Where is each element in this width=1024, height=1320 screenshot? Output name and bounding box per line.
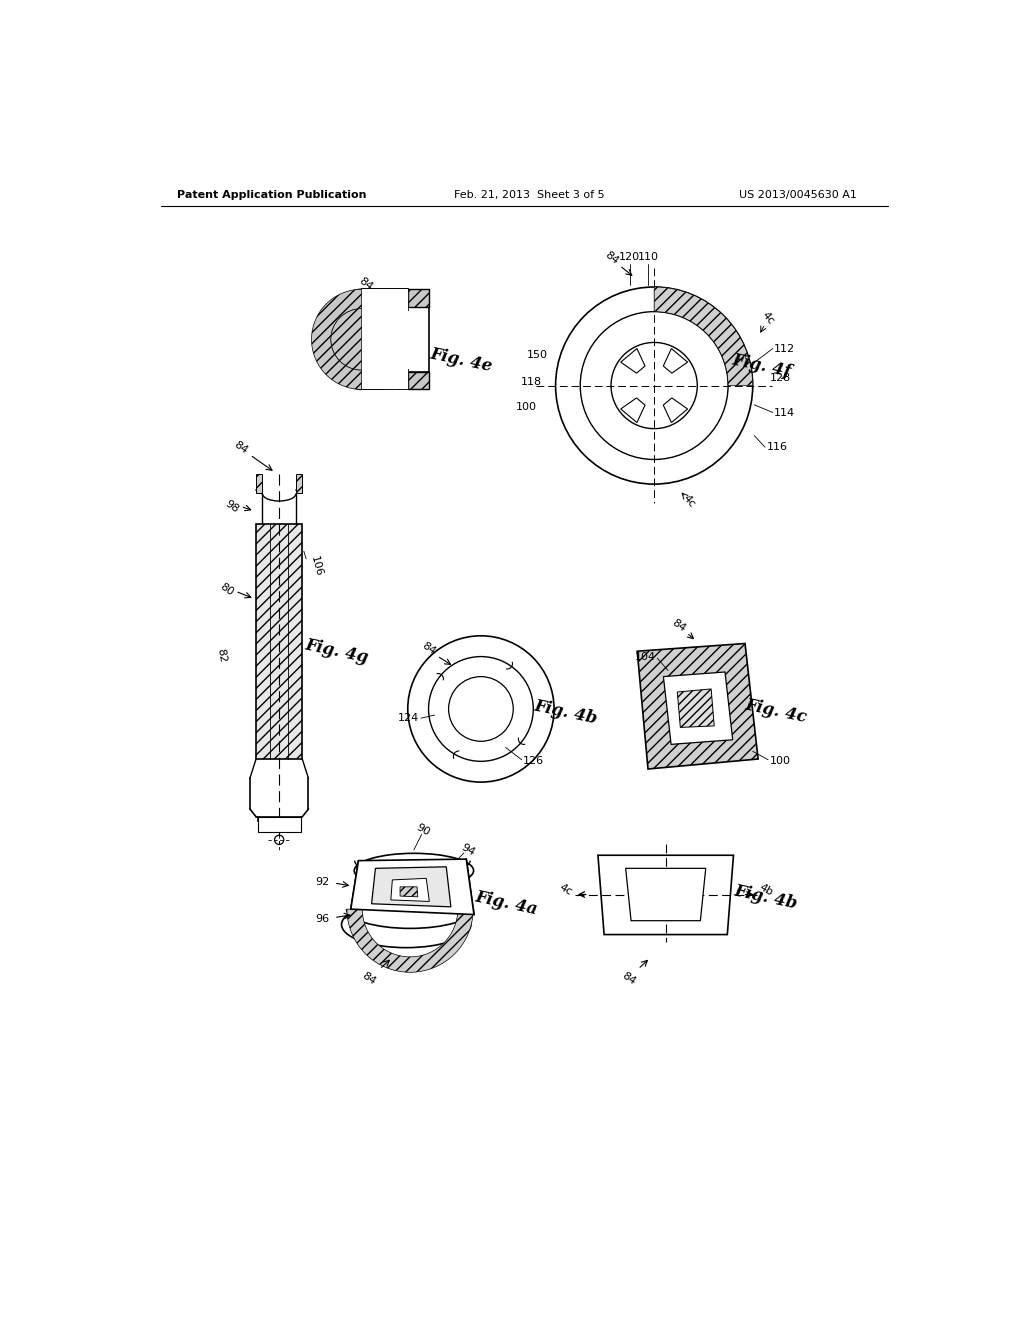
Text: Fig. 4f: Fig. 4f xyxy=(731,351,793,381)
Text: 120: 120 xyxy=(618,252,640,263)
Polygon shape xyxy=(372,867,451,907)
Polygon shape xyxy=(391,878,429,902)
Polygon shape xyxy=(621,348,645,374)
Bar xyxy=(256,524,302,759)
Text: 84: 84 xyxy=(232,440,250,455)
Polygon shape xyxy=(677,689,714,727)
Text: 150: 150 xyxy=(527,350,548,360)
Text: 116: 116 xyxy=(767,442,787,453)
Wedge shape xyxy=(347,909,473,973)
Text: 84: 84 xyxy=(356,276,374,292)
Text: 128: 128 xyxy=(770,372,791,383)
Text: 126: 126 xyxy=(523,756,545,767)
Text: 4c: 4c xyxy=(681,492,697,510)
Text: Feb. 21, 2013  Sheet 3 of 5: Feb. 21, 2013 Sheet 3 of 5 xyxy=(454,190,604,201)
Text: 4b: 4b xyxy=(757,882,774,898)
Polygon shape xyxy=(400,887,418,896)
Bar xyxy=(408,289,429,308)
Text: 4c: 4c xyxy=(760,309,776,326)
Polygon shape xyxy=(621,397,645,422)
Wedge shape xyxy=(654,286,753,385)
Text: 84: 84 xyxy=(621,970,638,986)
Text: 94: 94 xyxy=(459,842,476,858)
Text: 124: 124 xyxy=(398,713,419,723)
Text: Fig. 4b: Fig. 4b xyxy=(532,698,599,727)
Polygon shape xyxy=(351,859,474,915)
Text: 110: 110 xyxy=(638,252,658,263)
Bar xyxy=(256,474,262,494)
Text: 106: 106 xyxy=(308,556,324,578)
Text: Fig. 4b: Fig. 4b xyxy=(732,883,799,912)
Text: 84: 84 xyxy=(670,618,687,634)
Text: 90: 90 xyxy=(415,822,432,838)
Text: 114: 114 xyxy=(774,408,796,417)
Bar xyxy=(361,289,408,389)
Bar xyxy=(383,368,408,389)
Text: 100: 100 xyxy=(515,403,537,412)
Polygon shape xyxy=(664,672,733,744)
Text: 98: 98 xyxy=(223,498,241,515)
Wedge shape xyxy=(331,309,361,370)
Polygon shape xyxy=(626,869,706,921)
Polygon shape xyxy=(664,348,687,374)
Text: 96: 96 xyxy=(315,915,330,924)
Text: 4c: 4c xyxy=(557,882,573,898)
Text: 84: 84 xyxy=(603,249,621,267)
Polygon shape xyxy=(664,397,687,422)
Text: 100: 100 xyxy=(770,756,791,767)
Text: 82: 82 xyxy=(215,647,227,663)
Text: Fig. 4a: Fig. 4a xyxy=(473,888,540,919)
Text: Fig. 4e: Fig. 4e xyxy=(429,346,495,375)
Text: 84: 84 xyxy=(420,640,437,657)
Text: Fig. 4g: Fig. 4g xyxy=(303,636,371,667)
Text: 84: 84 xyxy=(360,970,378,986)
Bar xyxy=(383,289,408,310)
Bar xyxy=(296,474,302,494)
Text: US 2013/0045630 A1: US 2013/0045630 A1 xyxy=(739,190,857,201)
Wedge shape xyxy=(311,289,361,389)
Text: 118: 118 xyxy=(520,376,542,387)
Text: 92: 92 xyxy=(315,878,330,887)
Text: Fig. 4c: Fig. 4c xyxy=(743,697,808,726)
Text: 80: 80 xyxy=(218,581,236,598)
Bar xyxy=(408,372,429,389)
Text: Patent Application Publication: Patent Application Publication xyxy=(177,190,367,201)
Text: 104: 104 xyxy=(635,652,655,661)
Text: 112: 112 xyxy=(774,343,796,354)
Polygon shape xyxy=(637,644,758,770)
Bar xyxy=(258,817,301,832)
Polygon shape xyxy=(598,855,733,935)
